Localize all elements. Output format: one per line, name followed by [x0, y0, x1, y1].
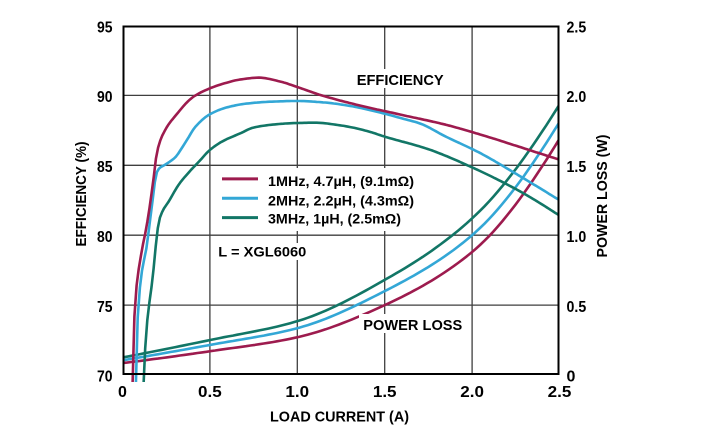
- svg-text:0: 0: [118, 384, 127, 401]
- svg-text:POWER LOSS (W): POWER LOSS (W): [594, 135, 611, 258]
- svg-text:1.5: 1.5: [567, 159, 587, 176]
- svg-text:85: 85: [97, 159, 113, 176]
- svg-text:1.0: 1.0: [567, 229, 587, 246]
- svg-text:70: 70: [97, 368, 113, 385]
- svg-text:0: 0: [567, 368, 576, 385]
- svg-text:1MHz, 4.7µH, (9.1mΩ): 1MHz, 4.7µH, (9.1mΩ): [268, 173, 414, 189]
- svg-text:75: 75: [97, 299, 113, 316]
- svg-text:2MHz, 2.2µH, (4.3mΩ): 2MHz, 2.2µH, (4.3mΩ): [268, 193, 414, 209]
- svg-text:95: 95: [97, 19, 113, 36]
- svg-text:2.0: 2.0: [567, 89, 587, 106]
- svg-text:3MHz, 1µH, (2.5mΩ): 3MHz, 1µH, (2.5mΩ): [268, 211, 401, 227]
- svg-text:0.5: 0.5: [198, 384, 222, 401]
- svg-text:1.0: 1.0: [285, 384, 309, 401]
- svg-text:2.5: 2.5: [548, 384, 572, 401]
- svg-text:1.5: 1.5: [373, 384, 397, 401]
- svg-text:2.0: 2.0: [460, 384, 484, 401]
- svg-text:EFFICIENCY (%): EFFICIENCY (%): [73, 142, 90, 247]
- svg-text:L = XGL6060: L = XGL6060: [218, 244, 306, 260]
- svg-text:90: 90: [97, 89, 113, 106]
- svg-text:2.5: 2.5: [567, 19, 587, 36]
- svg-text:0.5: 0.5: [567, 299, 587, 316]
- svg-text:EFFICIENCY: EFFICIENCY: [357, 72, 444, 89]
- svg-text:LOAD CURRENT (A): LOAD CURRENT (A): [270, 409, 409, 426]
- svg-text:80: 80: [97, 229, 113, 246]
- svg-text:POWER LOSS: POWER LOSS: [363, 317, 462, 334]
